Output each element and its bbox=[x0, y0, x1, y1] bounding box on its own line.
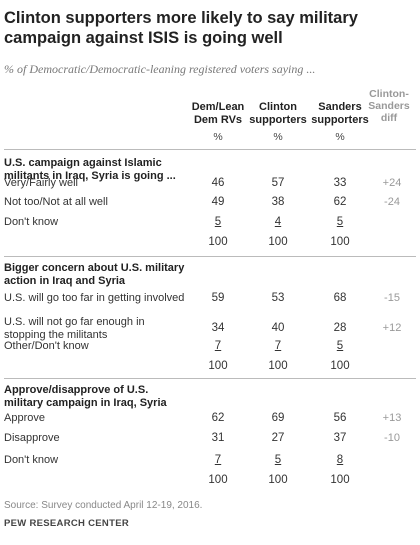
table-cell: 57 bbox=[271, 177, 285, 189]
total-cell: 100 bbox=[268, 236, 288, 248]
row-label: Very/Fairly well bbox=[4, 177, 78, 189]
row-label: U.S. will not go far enough in stopping … bbox=[4, 316, 145, 341]
column-unit-dem-rvs: % bbox=[213, 131, 223, 143]
table-cell: 7 bbox=[214, 340, 222, 352]
table-cell: 31 bbox=[211, 432, 225, 444]
table-cell: 38 bbox=[271, 196, 285, 208]
table-cell: 69 bbox=[271, 412, 285, 424]
organization-credit: PEW RESEARCH CENTER bbox=[4, 518, 129, 529]
diff-column-header: Clinton- Sanders diff bbox=[368, 88, 410, 124]
table-cell: 5 bbox=[336, 216, 344, 228]
total-cell: 100 bbox=[330, 360, 350, 372]
source-note: Source: Survey conducted April 12-19, 20… bbox=[4, 500, 203, 511]
row-label: Disapprove bbox=[4, 432, 60, 444]
chart-subtitle: % of Democratic/Democratic-leaning regis… bbox=[4, 62, 316, 76]
diff-value: +12 bbox=[382, 322, 402, 334]
section-divider bbox=[4, 256, 416, 257]
column-unit-clinton: % bbox=[273, 131, 283, 143]
table-cell: 34 bbox=[211, 322, 225, 334]
section-divider bbox=[4, 378, 416, 379]
total-cell: 100 bbox=[208, 474, 228, 486]
table-cell: 49 bbox=[211, 196, 225, 208]
table-cell: 5 bbox=[336, 340, 344, 352]
chart-title: Clinton supporters more likely to say mi… bbox=[4, 9, 358, 47]
column-header-sanders: Sanders supporters bbox=[311, 101, 369, 126]
section-header: Bigger concern about U.S. military actio… bbox=[4, 262, 185, 287]
table-cell: 33 bbox=[333, 177, 347, 189]
section-header: Approve/disapprove of U.S. military camp… bbox=[4, 384, 167, 409]
table-cell: 27 bbox=[271, 432, 285, 444]
table-cell: 62 bbox=[211, 412, 225, 424]
table-cell: 7 bbox=[214, 454, 222, 466]
diff-value: +24 bbox=[382, 177, 402, 189]
section-divider bbox=[4, 149, 416, 150]
row-label: Don't know bbox=[4, 454, 59, 466]
table-cell: 5 bbox=[214, 216, 222, 228]
total-cell: 100 bbox=[268, 474, 288, 486]
diff-value: -15 bbox=[384, 292, 400, 304]
table-cell: 5 bbox=[274, 454, 282, 466]
row-label: U.S. will go too far in getting involved bbox=[4, 292, 185, 304]
table-cell: 56 bbox=[333, 412, 347, 424]
table-cell: 53 bbox=[271, 292, 285, 304]
total-cell: 100 bbox=[208, 236, 228, 248]
table-cell: 37 bbox=[333, 432, 347, 444]
table-cell: 46 bbox=[211, 177, 225, 189]
section-header: U.S. campaign against Islamic militants … bbox=[4, 157, 176, 182]
table-cell: 59 bbox=[211, 292, 225, 304]
total-cell: 100 bbox=[208, 360, 228, 372]
diff-value: +13 bbox=[382, 412, 402, 424]
table-cell: 7 bbox=[274, 340, 282, 352]
diff-value: -10 bbox=[384, 432, 400, 444]
total-cell: 100 bbox=[330, 474, 350, 486]
row-label: Approve bbox=[4, 412, 45, 424]
total-cell: 100 bbox=[330, 236, 350, 248]
diff-value: -24 bbox=[384, 196, 400, 208]
table-cell: 68 bbox=[333, 292, 347, 304]
row-label: Not too/Not at all well bbox=[4, 196, 108, 208]
table-cell: 40 bbox=[271, 322, 285, 334]
column-unit-sanders: % bbox=[335, 131, 345, 143]
row-label: Other/Don't know bbox=[4, 340, 89, 352]
row-label: Don't know bbox=[4, 216, 59, 228]
table-cell: 8 bbox=[336, 454, 344, 466]
table-cell: 28 bbox=[333, 322, 347, 334]
column-header-dem-rvs: Dem/Lean Dem RVs bbox=[191, 101, 245, 126]
column-header-clinton: Clinton supporters bbox=[249, 101, 307, 126]
total-cell: 100 bbox=[268, 360, 288, 372]
table-cell: 62 bbox=[333, 196, 347, 208]
table-cell: 4 bbox=[274, 216, 282, 228]
